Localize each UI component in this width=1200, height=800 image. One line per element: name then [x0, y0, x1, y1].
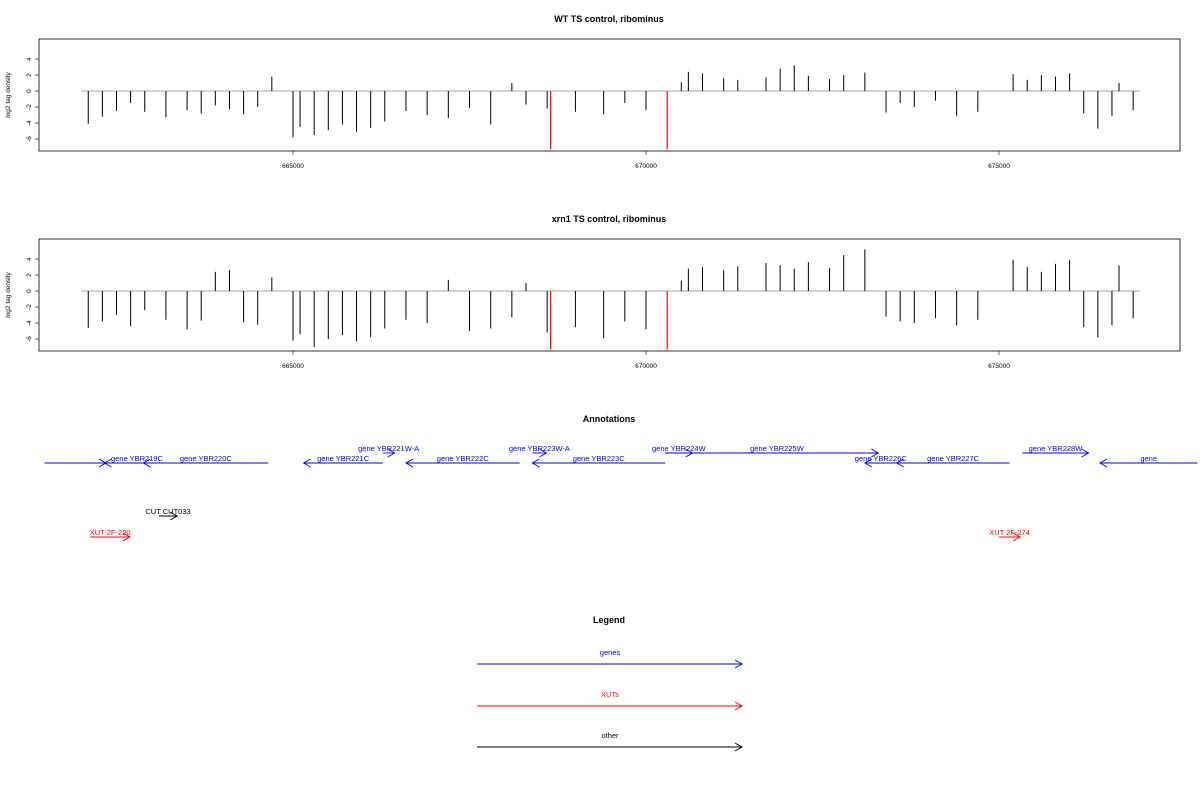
- y-tick-label: -2: [26, 104, 33, 110]
- annotation-feature: XUT 2F-274: [989, 528, 1030, 542]
- legend-entry: XUTs: [477, 690, 744, 711]
- feature-label: gene YBR223W-A: [509, 444, 570, 453]
- feature-arrowhead: [871, 448, 880, 458]
- feature-label: gene YBR228W: [1029, 444, 1084, 453]
- annotation-feature: gene YBR223W-A: [509, 444, 570, 458]
- annotation-feature: [44, 458, 107, 468]
- panel-title: WT TS control, ribominus: [554, 14, 664, 24]
- feature-label: gene YBR224W: [652, 444, 707, 453]
- xrn1-density-panel: xrn1 TS control, ribominus log2 tag dens…: [5, 214, 1181, 370]
- annotation-feature: gene YBR225W: [675, 444, 880, 458]
- legend-arrowhead: [734, 659, 744, 669]
- feature-label: gene YBR220C: [180, 454, 233, 463]
- panel-title: xrn1 TS control, ribominus: [552, 214, 667, 224]
- x-axis: 665000 670000 675000: [282, 151, 1010, 170]
- feature-arrowhead: [98, 458, 107, 468]
- feature-arrowhead: [863, 458, 873, 468]
- feature-arrowhead: [142, 458, 151, 468]
- x-tick-label: 670000: [635, 363, 657, 370]
- y-tick-label: 4: [26, 257, 33, 261]
- wt-density-panel: WT TS control, ribominus log2 tag densit…: [5, 14, 1181, 170]
- feature-label: gene YBR221C: [317, 454, 370, 463]
- legend-entry: other: [477, 731, 744, 752]
- feature-arrowhead: [405, 458, 414, 468]
- bar-series: [87, 65, 1134, 150]
- x-tick-label: 675000: [988, 363, 1010, 370]
- legend-entry: genes: [477, 648, 744, 669]
- y-tick-label: -6: [26, 336, 33, 342]
- plot-frame: [38, 238, 1181, 352]
- feature-arrowhead: [169, 511, 179, 521]
- legend: Legend genes XUTs other: [477, 615, 744, 752]
- x-tick-label: 665000: [282, 363, 304, 370]
- annotation-feature: gene YBR221C: [302, 454, 383, 468]
- x-axis: 665000 670000 675000: [282, 351, 1010, 370]
- feature-label: gene YBR225W: [750, 444, 805, 453]
- legend-label: other: [601, 731, 619, 740]
- legend-arrowhead: [734, 742, 744, 752]
- feature-label: gene: [1140, 454, 1157, 463]
- annotations-title: Annotations: [583, 414, 636, 424]
- feature-arrowhead: [1012, 532, 1022, 542]
- feature-label: gene YBR226C: [855, 454, 908, 463]
- y-axis-label: log2 tag density: [5, 271, 12, 317]
- annotation-feature: CUT CUT033: [145, 507, 191, 521]
- y-axis: -6 -4 -2 0 2 4: [26, 57, 39, 142]
- feature-label: XUT 2F-274: [989, 528, 1030, 537]
- legend-label: XUTs: [601, 690, 619, 699]
- annotation-feature: gene YBR228W: [1022, 444, 1090, 458]
- x-tick-label: 665000: [282, 163, 304, 170]
- y-tick-label: 0: [26, 89, 33, 93]
- y-tick-label: 0: [26, 289, 33, 293]
- feature-label: XUT 2F-220: [90, 528, 131, 537]
- feature-arrowhead: [1099, 458, 1108, 468]
- feature-label: gene YBR219C: [111, 454, 164, 463]
- feature-arrowhead: [531, 458, 540, 468]
- feature-label: gene YBR227C: [927, 454, 980, 463]
- annotation-feature: gene YBR223C: [531, 454, 666, 468]
- y-tick-label: -4: [26, 120, 33, 126]
- bar-series: [87, 249, 1134, 350]
- annotation-feature: gene: [1099, 454, 1198, 468]
- feature-arrowhead: [539, 448, 548, 458]
- annotation-feature: gene YBR227C: [895, 454, 1010, 468]
- feature-label: CUT CUT033: [145, 507, 190, 516]
- y-tick-label: 4: [26, 57, 33, 61]
- y-axis: -6 -4 -2 0 2 4: [26, 257, 39, 342]
- annotation-feature: gene YBR219C: [103, 454, 170, 468]
- y-tick-label: -2: [26, 304, 33, 310]
- y-tick-label: 2: [26, 273, 33, 277]
- x-tick-label: 675000: [988, 163, 1010, 170]
- annotations-track: Annotations gene YBR219C gene YBR220C gene…: [44, 414, 1198, 542]
- annotation-feature: gene YBR220C: [142, 454, 269, 468]
- plot-frame: [38, 38, 1181, 152]
- feature-arrowhead: [302, 458, 311, 468]
- annotation-feature: gene YBR224W: [652, 444, 707, 458]
- feature-arrowhead: [387, 448, 396, 458]
- y-tick-label: 2: [26, 73, 33, 77]
- legend-title: Legend: [593, 615, 625, 625]
- annotation-feature: gene YBR226C: [855, 454, 908, 468]
- legend-label: genes: [600, 648, 621, 657]
- x-tick-label: 670000: [635, 163, 657, 170]
- legend-arrowhead: [734, 701, 744, 711]
- feature-arrowhead: [122, 532, 131, 542]
- annotation-feature: XUT 2F-220: [90, 528, 131, 542]
- y-tick-label: -4: [26, 320, 33, 326]
- annotation-feature: gene YBR222C: [405, 454, 520, 468]
- feature-arrowhead: [1081, 448, 1090, 458]
- feature-arrowhead: [895, 458, 904, 468]
- feature-label: gene YBR223C: [573, 454, 626, 463]
- y-tick-label: -6: [26, 136, 33, 142]
- y-axis-label: log2 tag density: [5, 71, 12, 117]
- annotation-feature: gene YBR221W-A: [358, 444, 419, 458]
- feature-label: gene YBR221W-A: [358, 444, 419, 453]
- feature-label: gene YBR222C: [437, 454, 490, 463]
